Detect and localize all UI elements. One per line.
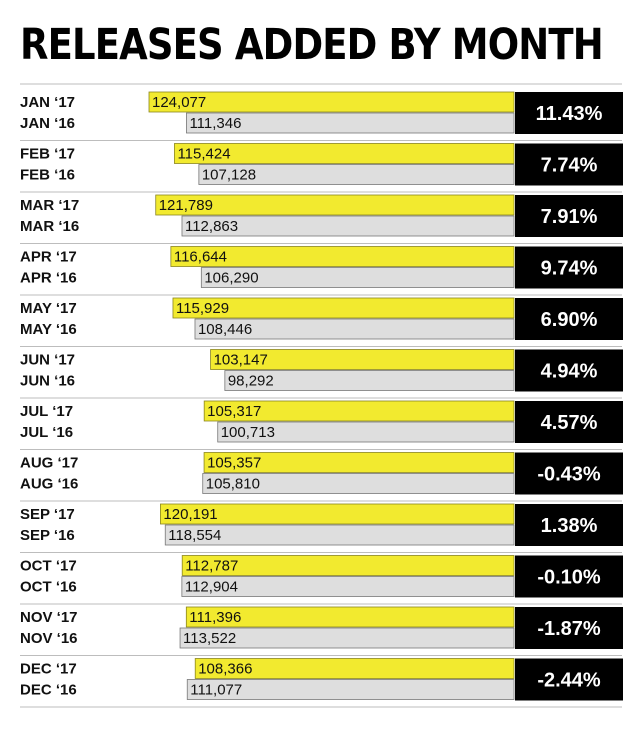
month-label-previous: APR ‘16 (20, 270, 77, 287)
change-box (515, 658, 623, 701)
change-label: 4.57% (541, 412, 598, 434)
value-label-current: 112,787 (185, 558, 238, 575)
bar-current (148, 91, 515, 113)
bar-previous (217, 421, 515, 443)
month-label-previous: JAN ‘16 (20, 115, 75, 132)
value-label-current: 103,147 (214, 352, 268, 369)
change-label: -0.10% (537, 567, 601, 589)
value-label-current: 108,366 (198, 661, 252, 678)
bar-current (194, 658, 515, 679)
month-label-current: JAN ‘17 (20, 94, 75, 111)
month-label-previous: OCT ‘16 (20, 579, 77, 596)
change-label: 7.74% (541, 155, 598, 177)
change-box (515, 298, 623, 340)
value-label-previous: 112,904 (185, 579, 238, 596)
month-label-previous: MAY ‘16 (20, 321, 77, 338)
value-label-previous: 98,292 (228, 373, 274, 390)
bar-previous (179, 627, 515, 649)
value-label-previous: 113,522 (183, 630, 236, 647)
change-label: 11.43% (536, 103, 603, 125)
change-box (515, 401, 623, 443)
month-label-previous: JUL ‘16 (20, 424, 73, 441)
month-label-previous: NOV ‘16 (20, 630, 78, 647)
value-label-previous: 111,077 (190, 682, 242, 699)
change-box (515, 92, 623, 134)
month-label-current: OCT ‘17 (20, 558, 77, 575)
bar-current (155, 194, 515, 216)
change-box (515, 246, 623, 289)
value-label-previous: 111,346 (189, 115, 241, 132)
change-label: 7.91% (541, 206, 598, 228)
value-label-previous: 106,290 (204, 270, 258, 287)
value-label-current: 121,789 (159, 197, 213, 214)
change-label: -2.44% (537, 670, 601, 692)
value-label-previous: 112,863 (185, 218, 238, 235)
change-label: 1.38% (541, 515, 598, 537)
value-label-current: 115,929 (176, 300, 229, 317)
value-label-previous: 118,554 (168, 527, 221, 544)
bar-current (181, 555, 515, 576)
value-label-previous: 100,713 (221, 424, 275, 441)
bar-previous (202, 473, 515, 494)
bar-previous (224, 370, 515, 391)
bar-previous (181, 576, 515, 597)
change-box (515, 195, 623, 237)
chart-title: RELEASES ADDED BY MONTH (20, 20, 604, 70)
change-label: 6.90% (541, 309, 598, 331)
value-label-previous: 108,446 (198, 321, 252, 338)
month-label-current: SEP ‘17 (20, 506, 75, 523)
bar-previous (186, 112, 515, 134)
month-label-current: AUG ‘17 (20, 455, 78, 472)
bar-previous (200, 267, 515, 288)
change-box (515, 607, 623, 649)
bar-current (185, 606, 515, 628)
change-box (515, 452, 623, 495)
value-label-current: 105,317 (207, 403, 261, 420)
month-label-previous: MAR ‘16 (20, 218, 79, 235)
change-box (515, 555, 623, 598)
change-box (515, 349, 623, 392)
bar-current (160, 503, 515, 525)
bar-current (174, 143, 515, 164)
change-label: -0.43% (537, 464, 601, 486)
month-label-current: APR ‘17 (20, 249, 77, 266)
change-box (515, 143, 623, 186)
month-label-previous: DEC ‘16 (20, 682, 77, 699)
bar-current (203, 452, 515, 473)
bar-previous (164, 524, 515, 546)
bar-previous (194, 318, 515, 340)
month-label-current: MAY ‘17 (20, 300, 77, 317)
month-label-current: MAR ‘17 (20, 197, 79, 214)
month-label-previous: SEP ‘16 (20, 527, 75, 544)
month-label-previous: JUN ‘16 (20, 373, 75, 390)
value-label-current: 116,644 (174, 249, 227, 266)
month-label-current: NOV ‘17 (20, 609, 78, 626)
value-label-current: 124,077 (152, 94, 206, 111)
change-label: 4.94% (541, 361, 598, 383)
bar-previous (181, 215, 515, 237)
value-label-previous: 107,128 (202, 167, 256, 184)
bar-current (210, 349, 515, 370)
bar-current (170, 246, 515, 267)
bar-previous (186, 679, 515, 700)
month-label-current: JUN ‘17 (20, 352, 75, 369)
month-label-current: JUL ‘17 (20, 403, 73, 420)
value-label-previous: 105,810 (206, 476, 260, 493)
month-label-current: DEC ‘17 (20, 661, 77, 678)
value-label-current: 105,357 (207, 455, 261, 472)
change-label: 9.74% (541, 258, 598, 280)
bar-previous (198, 164, 515, 185)
bar-current (172, 297, 515, 319)
value-label-current: 115,424 (177, 146, 230, 163)
month-label-current: FEB ‘17 (20, 146, 75, 163)
change-label: -1.87% (537, 618, 601, 640)
month-label-previous: FEB ‘16 (20, 167, 75, 184)
month-label-previous: AUG ‘16 (20, 476, 78, 493)
value-label-current: 111,396 (189, 609, 241, 626)
change-box (515, 504, 623, 546)
value-label-current: 120,191 (163, 506, 217, 523)
bar-current (203, 400, 515, 422)
